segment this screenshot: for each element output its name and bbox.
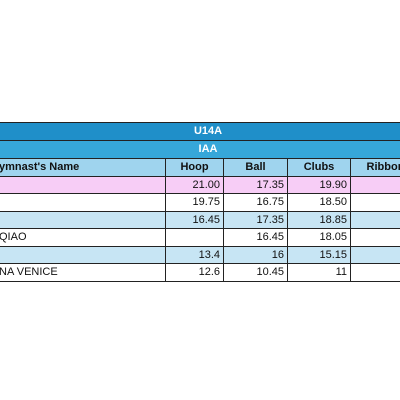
name-cell bbox=[0, 210, 166, 230]
score-cell bbox=[165, 228, 224, 248]
column-header: Ball bbox=[223, 158, 288, 177]
table-title: U14A bbox=[0, 122, 400, 141]
score-cell: 19.75 bbox=[165, 193, 224, 213]
score-cell: 18.85 bbox=[287, 210, 351, 230]
column-header: Ribbon bbox=[350, 158, 400, 177]
name-cell bbox=[0, 245, 166, 265]
score-cell bbox=[350, 263, 400, 282]
table-subtitle: IAA bbox=[0, 140, 400, 159]
score-cell: 17.35 bbox=[223, 176, 288, 195]
score-cell: 12.6 bbox=[165, 263, 224, 282]
score-cell bbox=[350, 176, 400, 195]
score-cell: 11 bbox=[287, 263, 351, 282]
score-cell: 21.00 bbox=[165, 176, 224, 195]
name-cell bbox=[0, 176, 166, 195]
score-cell: 18.50 bbox=[287, 193, 351, 213]
score-cell: 15.15 bbox=[287, 245, 351, 265]
column-header: Hoop bbox=[165, 158, 224, 177]
score-cell: 19.90 bbox=[287, 176, 351, 195]
score-cell: 16.75 bbox=[223, 193, 288, 213]
name-cell: QIAO bbox=[0, 228, 166, 248]
score-cell: 18.05 bbox=[287, 228, 351, 248]
score-cell bbox=[350, 245, 400, 265]
score-cell: 16 bbox=[223, 245, 288, 265]
score-cell bbox=[350, 210, 400, 230]
score-cell: 10.45 bbox=[223, 263, 288, 282]
score-cell: 17.35 bbox=[223, 210, 288, 230]
score-cell: 16.45 bbox=[223, 228, 288, 248]
score-cell: 16 bbox=[350, 228, 400, 248]
column-header: ymnast's Name bbox=[0, 158, 166, 177]
name-cell bbox=[0, 193, 166, 213]
score-cell bbox=[350, 193, 400, 213]
score-cell: 16.45 bbox=[165, 210, 224, 230]
score-cell: 13.4 bbox=[165, 245, 224, 265]
name-cell: NA VENICE bbox=[0, 263, 166, 282]
column-header: Clubs bbox=[287, 158, 351, 177]
